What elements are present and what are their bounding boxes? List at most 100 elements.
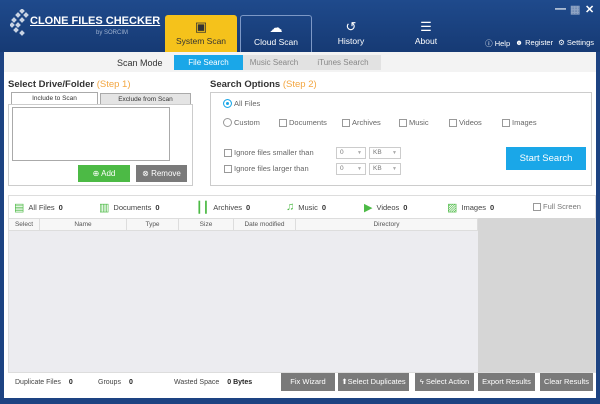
lightning-icon: ϟ [419,377,426,386]
add-button[interactable]: ⊕ Add [78,165,130,182]
select-duplicates-button[interactable]: ⬆Select Duplicates [338,373,409,391]
smaller-size-select[interactable]: 0 ▼ [336,147,366,159]
register-link[interactable]: ☻ Register [515,38,554,47]
step-1: (Step 1) [96,79,131,90]
help-label: Help [494,39,511,48]
include-tab[interactable]: Include to Scan [11,92,98,104]
type-label: Images [512,118,537,127]
dropdown-arrow-icon: ▼ [392,150,397,156]
custom-label: Custom [234,118,260,127]
full-screen-label: Full Screen [543,202,581,211]
all-files-label: All Files [234,99,261,108]
radio-icon [223,118,232,127]
search-title: Search Options [210,79,281,90]
header: CLONE FILES CHECKER by SORCIM ▣ System Sc… [0,0,600,52]
step-2: (Step 2) [282,79,317,90]
itunes-search-button[interactable]: iTunes Search [305,55,381,70]
settings-link[interactable]: ⚙ Settings [558,38,594,47]
category-label: Archives [213,203,243,212]
maximize-button[interactable]: ▦ [570,4,581,16]
category-archives[interactable]: ┃┃ Archives 0 [196,201,250,214]
ignore-larger-checkbox[interactable]: Ignore files larger than [224,164,309,173]
tab-system-scan[interactable]: ▣ System Scan [165,15,237,52]
groups-stat: Groups 0 [98,379,133,386]
drive-title: Select Drive/Folder [8,79,95,90]
stat-value: 0 Bytes [227,379,253,386]
arrow-up-icon: ⬆ [341,377,348,386]
remove-icon: ⊗ [142,169,149,178]
folder-list[interactable] [12,107,170,161]
ignore-smaller-checkbox[interactable]: Ignore files smaller than [224,148,314,157]
stat-label: Groups [98,379,121,386]
larger-unit-select[interactable]: KB ▼ [369,163,401,175]
archives-checkbox[interactable]: Archives [342,118,381,127]
tab-history[interactable]: ↺ History [315,15,387,52]
dropdown-arrow-icon: ▼ [392,166,397,172]
checkbox-icon [399,118,407,127]
checkbox-icon [224,148,232,157]
category-count: 0 [58,203,63,212]
about-icon: ☰ [420,19,432,34]
category-all-files[interactable]: ▤ All Files 0 [14,201,63,214]
category-count: 0 [490,203,495,212]
close-button[interactable]: ✕ [585,4,595,16]
tab-about[interactable]: ☰ About [390,15,462,52]
file-search-button[interactable]: File Search [174,55,243,70]
results-table[interactable] [9,218,478,372]
add-icon: ⊕ [92,169,100,178]
tab-label: Cloud Scan [254,37,298,47]
fix-wizard-button[interactable]: Fix Wizard [281,373,335,391]
category-count: 0 [155,203,160,212]
category-count: 0 [403,203,408,212]
type-label: Videos [459,118,482,127]
col-name[interactable]: Name [40,219,127,231]
col-size[interactable]: Size [179,219,234,231]
col-type[interactable]: Type [127,219,179,231]
results-panel [8,195,596,373]
videos-checkbox[interactable]: Videos [449,118,482,127]
register-label: Register [525,38,554,47]
ignore-smaller-label: Ignore files smaller than [234,148,314,157]
category-videos[interactable]: ▶ Videos 0 [364,201,407,214]
drive-section-title: Select Drive/Folder (Step 1) [8,79,131,90]
category-music[interactable]: ♫ Music 0 [286,201,326,213]
images-checkbox[interactable]: Images [502,118,537,127]
button-label: Select Duplicates [347,377,406,386]
size-value: 0 [340,165,344,172]
checkbox-icon [342,118,350,127]
help-link[interactable]: ⓘ Help [485,39,511,48]
category-images[interactable]: ▨ Images 0 [447,201,494,214]
system-scan-icon: ▣ [194,19,208,34]
minimize-button[interactable]: — [555,3,566,15]
category-documents[interactable]: ▥ Documents 0 [99,201,160,214]
type-label: Documents [289,118,327,127]
duplicate-files-stat: Duplicate Files 0 [15,379,73,386]
add-label: Add [101,169,116,178]
stat-label: Duplicate Files [15,379,61,386]
col-directory[interactable]: Directory [296,219,478,231]
music-checkbox[interactable]: Music [399,118,429,127]
start-search-button[interactable]: Start Search [506,147,586,170]
remove-button[interactable]: ⊗ Remove [136,165,187,182]
music-search-button[interactable]: Music Search [243,55,305,70]
export-results-button[interactable]: Export Results [478,373,535,391]
documents-checkbox[interactable]: Documents [279,118,327,127]
dropdown-arrow-icon: ▼ [357,150,362,156]
all-files-radio[interactable]: All Files [223,99,260,108]
col-date-modified[interactable]: Date modified [234,219,296,231]
settings-label: Settings [566,38,594,47]
category-count: 0 [321,202,327,212]
main-content: Scan Mode File Search Music Search iTune… [4,52,596,398]
custom-radio[interactable]: Custom [223,118,260,127]
checkbox-icon [502,118,510,127]
stat-label: Wasted Space [174,379,220,386]
col-select[interactable]: Select [9,219,40,231]
larger-size-select[interactable]: 0 ▼ [336,163,366,175]
clear-results-button[interactable]: Clear Results [540,373,593,391]
tab-label: History [337,36,365,46]
tab-cloud-scan[interactable]: ☁ Cloud Scan [240,15,312,52]
smaller-unit-select[interactable]: KB ▼ [369,147,401,159]
full-screen-checkbox[interactable]: Full Screen [533,202,581,211]
select-action-button[interactable]: ϟ Select Action [415,373,474,391]
